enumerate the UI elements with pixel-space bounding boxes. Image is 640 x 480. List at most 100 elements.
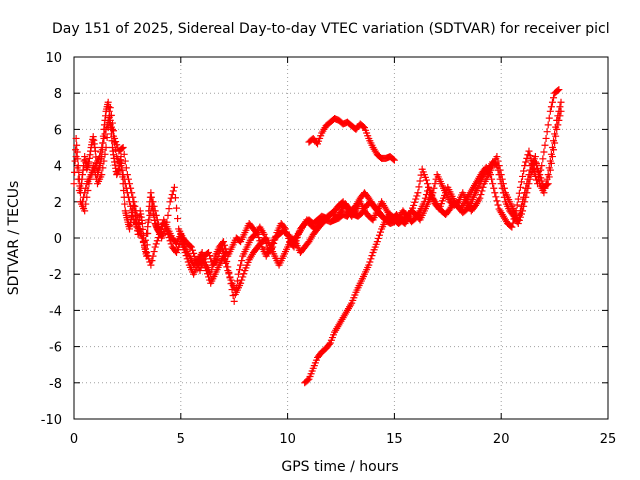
data-point-marker [513, 201, 521, 209]
data-marks [70, 86, 565, 387]
y-tick-label: -6 [49, 341, 62, 356]
data-point-marker [100, 134, 108, 142]
data-point-marker [410, 201, 418, 209]
data-point-marker [191, 253, 199, 261]
data-point-marker [237, 261, 245, 269]
data-point-marker [547, 159, 555, 167]
data-point-marker [554, 121, 562, 129]
data-point-marker [550, 94, 558, 102]
data-point-marker [367, 255, 375, 263]
data-point-marker [519, 172, 527, 180]
data-point-marker [135, 220, 143, 228]
data-point-marker [170, 183, 178, 191]
data-point-marker [268, 244, 276, 252]
data-point-marker [168, 191, 176, 199]
data-point-marker [546, 166, 554, 174]
data-point-marker [75, 168, 83, 176]
data-point-marker [97, 148, 105, 156]
data-point-marker [373, 238, 381, 246]
data-point-marker [150, 202, 158, 210]
data-point-marker [90, 166, 98, 174]
data-point-marker [103, 134, 111, 142]
data-point-marker [290, 243, 298, 251]
data-point-marker [494, 201, 502, 209]
data-point-marker [187, 243, 195, 251]
data-point-marker [366, 258, 374, 266]
x-tick-label: 25 [600, 432, 617, 447]
data-point-marker [108, 125, 116, 133]
data-point-marker [499, 189, 507, 197]
data-point-marker [197, 263, 205, 271]
data-point-marker [164, 230, 172, 238]
data-point-marker [186, 242, 194, 250]
data-point-marker [231, 291, 239, 299]
data-point-marker [500, 193, 508, 201]
data-point-marker [126, 180, 134, 188]
data-point-marker [374, 234, 382, 242]
data-point-marker [516, 213, 524, 221]
data-point-marker [82, 200, 90, 208]
data-point-marker [368, 252, 376, 260]
data-point-marker [238, 276, 246, 284]
data-point-marker [101, 150, 109, 158]
data-point-marker [153, 216, 161, 224]
data-point-marker [545, 173, 553, 181]
data-point-marker [166, 198, 174, 206]
data-point-marker [416, 177, 424, 185]
y-tick-label: 6 [54, 123, 62, 138]
data-point-marker [143, 229, 151, 237]
data-point-marker [236, 266, 244, 274]
data-point-marker [123, 171, 131, 179]
data-point-marker [421, 194, 429, 202]
data-point-marker [165, 205, 173, 213]
data-point-marker [108, 119, 116, 127]
data-point-marker [283, 228, 291, 236]
data-point-marker [525, 147, 533, 155]
data-point-marker [399, 216, 407, 224]
data-point-marker [74, 175, 82, 183]
data-point-marker [132, 207, 140, 215]
data-point-marker [516, 183, 524, 191]
y-tick-label: -10 [41, 413, 62, 428]
data-point-marker [129, 193, 137, 201]
data-point-marker [519, 207, 527, 215]
data-point-marker [119, 144, 127, 151]
data-point-marker [72, 134, 80, 142]
data-point-marker [529, 165, 537, 173]
data-point-marker [234, 270, 242, 278]
data-point-marker [98, 171, 106, 179]
data-point-marker [365, 261, 373, 269]
data-point-marker [118, 166, 126, 174]
y-tick-label: -8 [49, 377, 62, 392]
data-point-marker [128, 189, 136, 197]
y-axis-label: SDTVAR / TECUs [6, 181, 22, 296]
data-point-marker [479, 183, 487, 191]
data-point-marker [101, 130, 109, 138]
data-point-marker [477, 191, 485, 199]
data-point-marker [541, 141, 549, 149]
data-point-marker [149, 252, 157, 260]
data-point-marker [493, 153, 501, 161]
data-point-marker [545, 114, 553, 122]
data-point-marker [304, 376, 312, 384]
data-point-marker [154, 220, 162, 228]
data-point-marker [143, 248, 151, 256]
data-point-marker [420, 198, 428, 206]
data-point-marker [169, 187, 177, 195]
data-point-marker [75, 186, 83, 194]
data-point-marker [171, 194, 179, 202]
data-point-marker [272, 232, 280, 240]
data-point-marker [510, 215, 518, 223]
data-point-marker [222, 252, 230, 260]
data-point-marker [183, 255, 191, 263]
data-point-marker [73, 141, 81, 149]
data-point-marker [155, 225, 163, 233]
data-point-marker [106, 104, 114, 112]
data-point-marker [84, 186, 92, 194]
data-point-marker [537, 166, 545, 174]
data-point-marker [552, 132, 560, 140]
data-point-marker [495, 171, 503, 179]
y-tick-label: -2 [49, 268, 62, 283]
data-point-marker [548, 98, 556, 106]
